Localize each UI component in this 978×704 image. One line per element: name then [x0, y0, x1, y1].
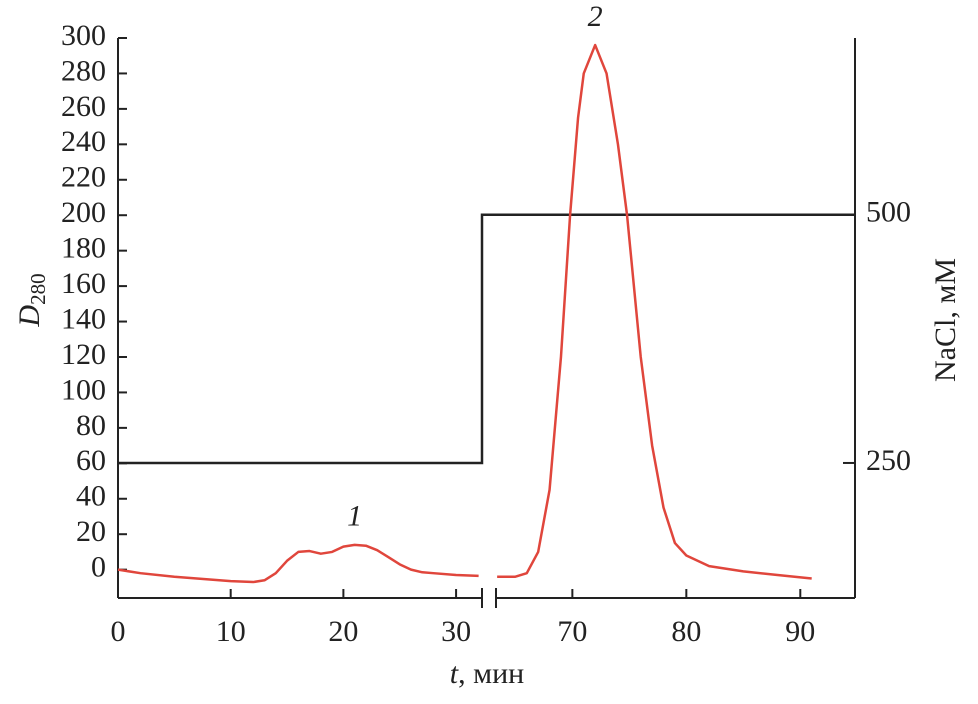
y2-tick-label: 500	[866, 196, 911, 229]
x-tick-label: 20	[328, 615, 358, 648]
y-tick-label: 200	[61, 196, 106, 229]
y-label-sub: 280	[26, 273, 50, 305]
y2-tick-label: 250	[866, 444, 911, 477]
x-label-main: t	[450, 657, 459, 690]
nacl-line	[118, 213, 855, 465]
y-tick-label: 60	[76, 444, 106, 477]
x-label-rest: , мин	[458, 657, 524, 690]
y-tick-label: 260	[61, 90, 106, 123]
y2-axis-label: NaCl, мМ	[929, 258, 962, 382]
x-tick-label: 0	[111, 615, 126, 648]
x-tick-label: 80	[671, 615, 701, 648]
y-tick-label: 0	[91, 551, 106, 584]
y-tick-label: 40	[76, 480, 106, 513]
y-tick-label: 80	[76, 409, 106, 442]
y-label-main: D	[13, 305, 46, 328]
peak-label: 1	[347, 500, 362, 533]
y-tick-label: 120	[61, 338, 106, 371]
x-tick-label: 30	[441, 615, 471, 648]
absorbance-line	[497, 43, 812, 580]
x-axis-label: t, мин	[450, 657, 524, 690]
y-axis-label: D280	[13, 273, 50, 327]
y-tick-label: 240	[61, 125, 106, 158]
absorbance-line	[117, 543, 479, 584]
y-tick-label: 180	[61, 232, 106, 265]
y-tick-label: 220	[61, 161, 106, 194]
y-tick-label: 160	[61, 267, 106, 300]
x-tick-label: 10	[216, 615, 246, 648]
y-tick-label: 300	[61, 19, 106, 52]
y-tick-label: 20	[76, 515, 106, 548]
x-tick-label: 70	[557, 615, 587, 648]
y-tick-label: 100	[61, 373, 106, 406]
y-tick-label: 280	[61, 54, 106, 87]
peak-label: 2	[588, 0, 603, 33]
y-tick-label: 140	[61, 302, 106, 335]
x-tick-label: 90	[785, 615, 815, 648]
